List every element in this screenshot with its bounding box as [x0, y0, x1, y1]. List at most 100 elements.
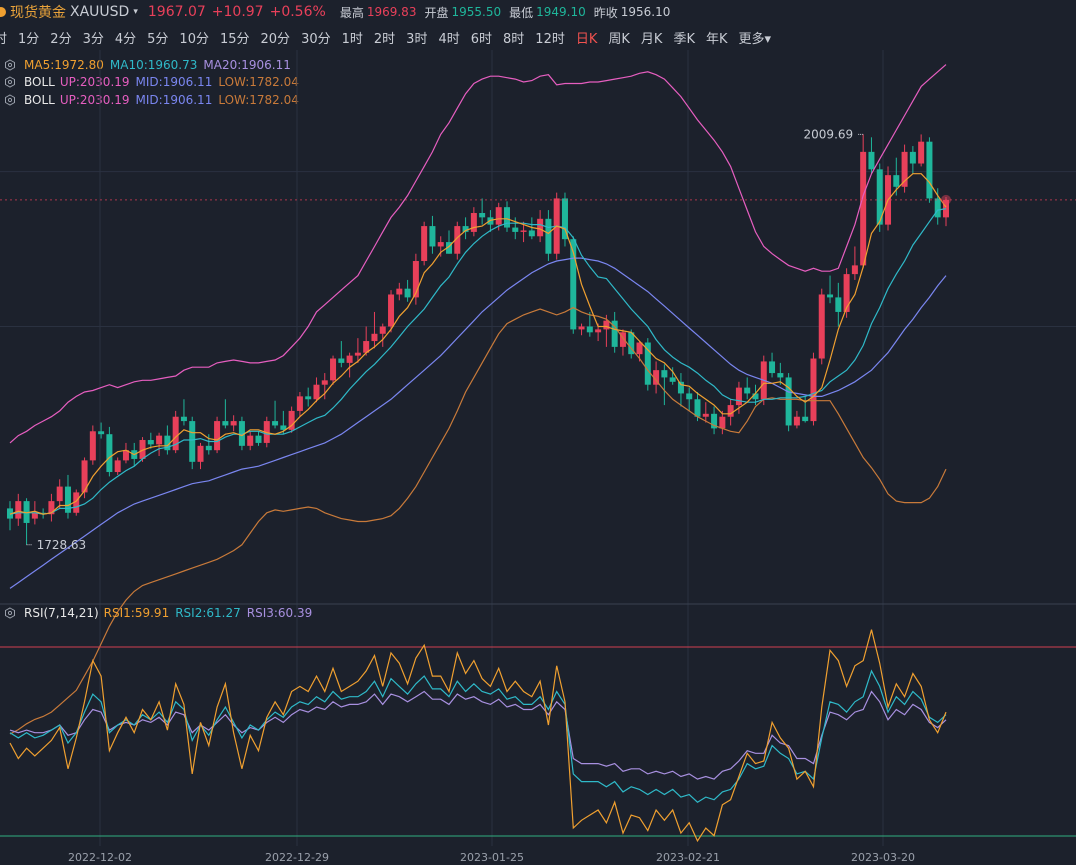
tab-17[interactable]: 日K	[575, 31, 598, 47]
candle-body	[851, 265, 858, 275]
candle-body	[272, 421, 279, 426]
candle-body	[926, 141, 933, 199]
tab-11[interactable]: 2时	[373, 31, 396, 47]
candle-body	[835, 297, 842, 312]
candle-body	[462, 226, 469, 232]
tab-1[interactable]: 1分	[18, 31, 40, 47]
ma10-value: MA10:1960.73	[109, 58, 198, 72]
candle-body	[23, 501, 30, 523]
candle-body	[868, 151, 875, 170]
ma20-value: MA20:1906.11	[203, 58, 291, 72]
candle-body	[769, 361, 776, 374]
candle-body	[172, 416, 179, 451]
tab-5[interactable]: 5分	[147, 31, 169, 47]
candle-body	[164, 435, 171, 451]
candle-body	[818, 294, 825, 359]
high-annotation: 2009.69	[804, 127, 854, 141]
tab-9[interactable]: 30分	[301, 31, 331, 47]
tab-20[interactable]: 季K	[673, 31, 695, 47]
tab-8[interactable]: 20分	[260, 31, 291, 47]
candle-body	[578, 326, 585, 330]
tab-19[interactable]: 月K	[640, 31, 663, 47]
candle-body	[843, 274, 850, 312]
boll-low-value: LOW:1782.04	[218, 93, 299, 107]
candle-body	[330, 358, 337, 381]
instrument-symbol[interactable]: XAUUSD	[70, 4, 130, 20]
hexagon-settings-icon[interactable]	[4, 59, 16, 71]
candle-body	[727, 405, 734, 417]
boll-up-line	[9, 64, 947, 444]
boll-legend-2: BOLL UP:2030.19 MID:1906.11 LOW:1782.04	[4, 91, 305, 109]
candle-body	[147, 440, 154, 445]
candle-body	[379, 326, 386, 334]
candle-body	[73, 492, 80, 513]
tab-14[interactable]: 6时	[470, 31, 493, 47]
instrument-name[interactable]: 现货黄金	[10, 5, 66, 21]
prev-close-value: 1956.10	[620, 5, 671, 19]
candle-body	[238, 421, 245, 446]
candle-body	[479, 212, 486, 218]
candle-body	[189, 421, 196, 462]
x-axis-label: 2022-12-29	[265, 851, 329, 864]
tab-16[interactable]: 12时	[535, 31, 565, 47]
open-value: 1955.50	[451, 5, 502, 19]
candle-body	[802, 416, 809, 422]
candle-body	[470, 212, 477, 232]
tab-10[interactable]: 1时	[341, 31, 363, 47]
candle-body	[561, 198, 568, 240]
tab-7[interactable]: 15分	[219, 31, 250, 47]
candle-body	[611, 320, 618, 347]
tab-2[interactable]: 2分	[50, 31, 72, 47]
tab-6[interactable]: 10分	[179, 31, 209, 47]
tab-18[interactable]: 周K	[608, 31, 630, 47]
candle-body	[644, 342, 651, 385]
ma5-value: MA5:1972.80	[24, 58, 104, 72]
candle-body	[205, 445, 212, 451]
candle-body	[446, 242, 453, 254]
tab-12[interactable]: 3时	[406, 31, 428, 47]
candle-body	[89, 431, 96, 461]
candle-body	[280, 425, 287, 430]
chevron-down-icon[interactable]: ▾	[133, 7, 138, 17]
hexagon-settings-icon[interactable]	[4, 76, 16, 88]
candle-body	[296, 396, 303, 411]
candle-body	[64, 486, 71, 513]
ma5-line	[9, 173, 947, 515]
high-label: 最高	[339, 5, 364, 20]
boll-name: BOLL	[24, 93, 55, 107]
tab-0[interactable]: 时	[0, 31, 8, 47]
tab-3[interactable]: 3分	[82, 31, 104, 47]
hexagon-settings-icon[interactable]	[4, 94, 16, 106]
tab-13[interactable]: 4时	[438, 31, 460, 47]
candle-body	[156, 435, 163, 445]
candle-body	[15, 501, 22, 519]
candle-body	[31, 512, 38, 519]
last-price-marker	[941, 194, 951, 205]
timeframe-tabs: 时 1分 2分 3分 4分 5分 10分 15分 20分 30分 1时 2时 3时 4时 6时 8时 12时 日K…	[0, 24, 1076, 50]
candle-body	[520, 230, 527, 232]
tab-21[interactable]: 年K	[705, 31, 728, 47]
candle-body	[628, 332, 635, 355]
candle-body	[619, 332, 626, 347]
tab-15[interactable]: 8时	[503, 31, 525, 47]
rsi3-value: RSI3:60.39	[246, 606, 313, 620]
rsi-legend: RSI(7,14,21) RSI1:59.91 RSI2:61.27 RSI3:…	[4, 604, 318, 622]
candle-body	[661, 370, 668, 378]
candle-body	[247, 435, 254, 446]
candle-body	[686, 393, 693, 400]
candle-body	[694, 399, 701, 417]
candle-body	[412, 261, 419, 298]
rsi2-line	[9, 669, 947, 803]
candle-body	[512, 227, 519, 232]
ma-legend: MA5:1972.80 MA10:1960.73 MA20:1906.11	[4, 56, 297, 74]
tab-4[interactable]: 4分	[114, 31, 137, 47]
candle-body	[669, 377, 676, 382]
candle-body	[777, 373, 784, 378]
hexagon-settings-icon[interactable]	[4, 607, 16, 619]
candle-body	[711, 413, 718, 429]
candle-body	[48, 501, 55, 515]
price-change: +10.97	[211, 4, 264, 20]
tab-22[interactable]: 更多▾	[738, 31, 772, 47]
candle-body	[81, 460, 88, 493]
